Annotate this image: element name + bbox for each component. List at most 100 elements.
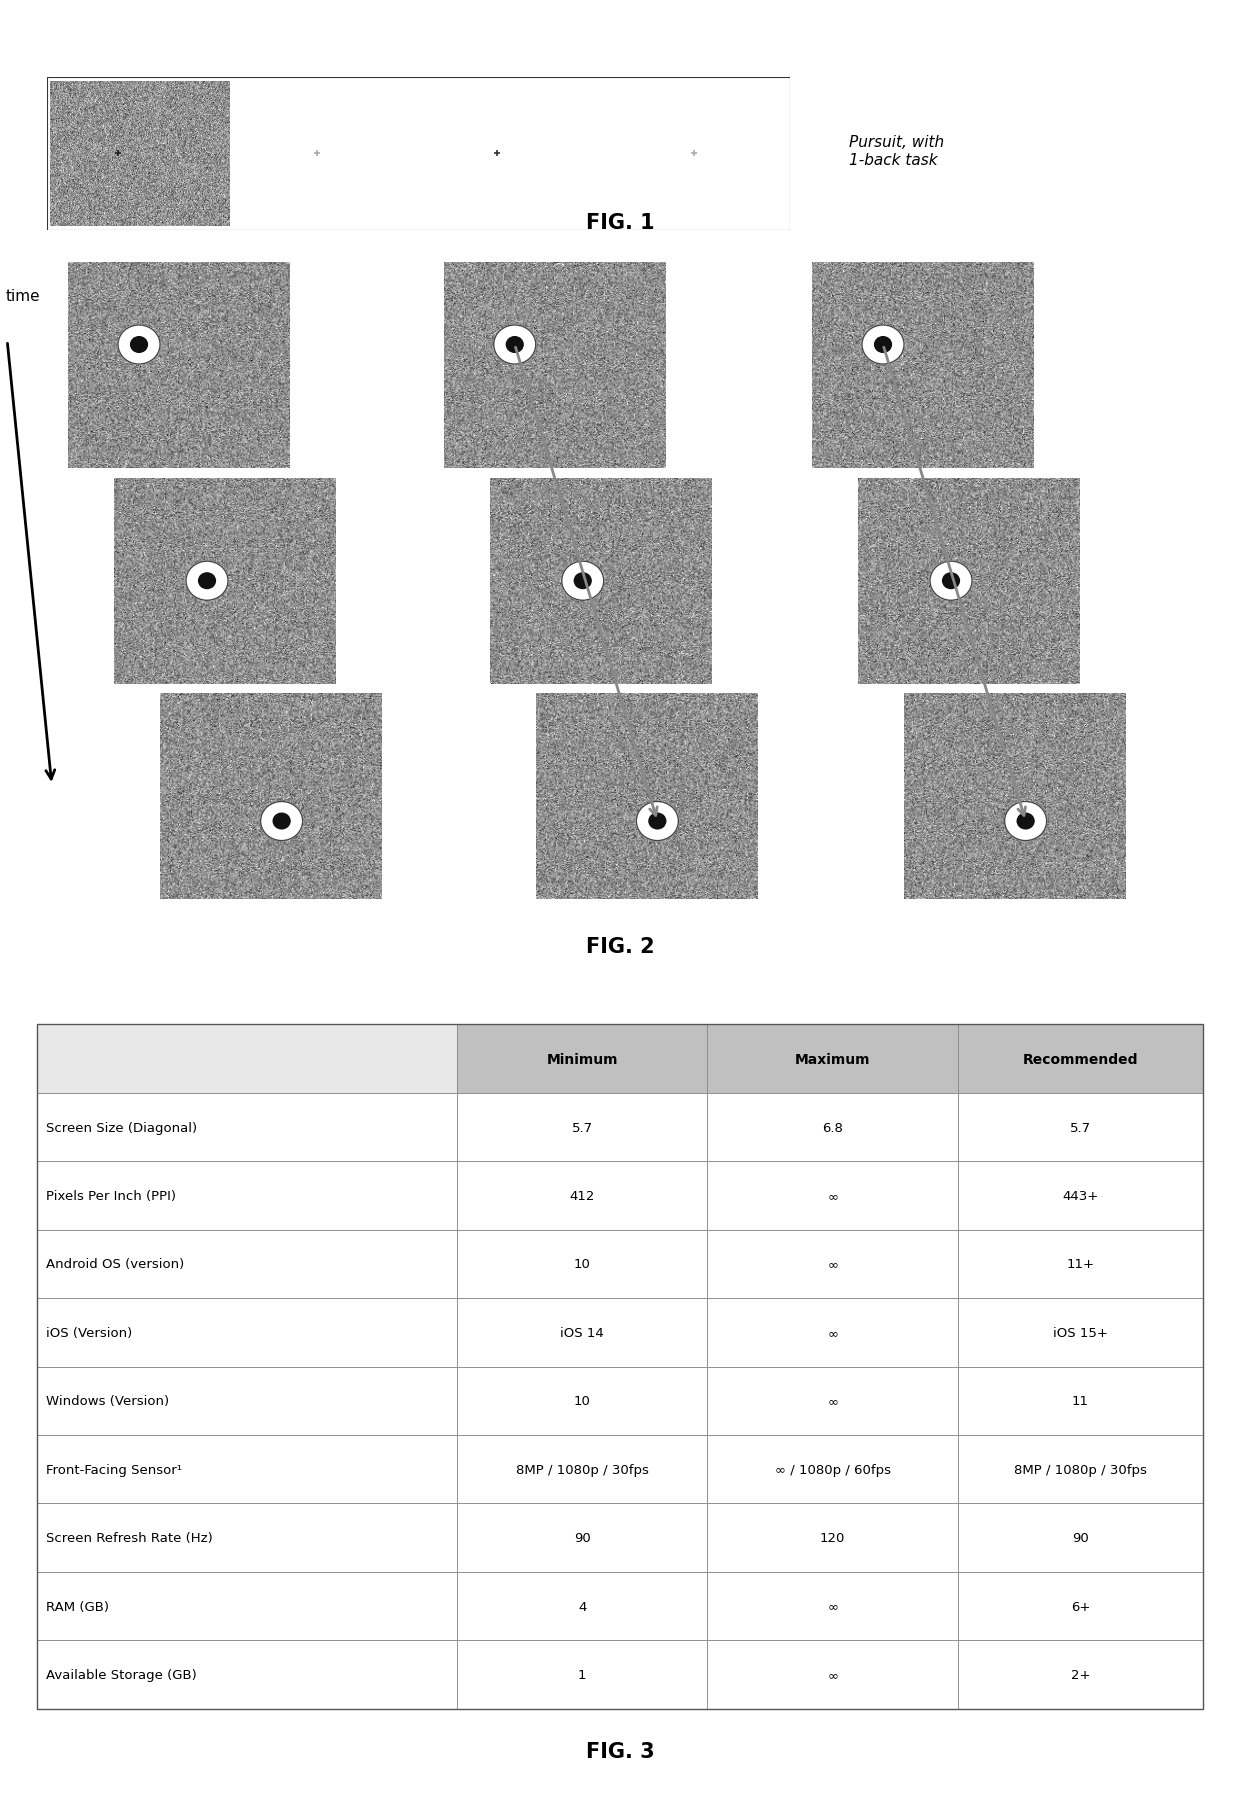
- Text: FIG. 1: FIG. 1: [585, 212, 655, 234]
- Bar: [707, 1161, 959, 1230]
- Bar: [456, 1640, 707, 1709]
- Bar: [456, 1504, 707, 1573]
- Bar: [959, 1435, 1203, 1504]
- Text: 11+: 11+: [1066, 1257, 1095, 1272]
- Bar: [707, 1435, 959, 1504]
- Bar: [707, 1230, 959, 1299]
- Bar: [37, 1640, 456, 1709]
- Circle shape: [942, 573, 960, 590]
- Text: 11: 11: [1071, 1395, 1089, 1408]
- Bar: [959, 1504, 1203, 1573]
- Bar: [37, 1573, 456, 1640]
- Bar: [37, 1299, 456, 1368]
- Text: ∞ / 1080p / 60fps: ∞ / 1080p / 60fps: [775, 1462, 890, 1477]
- Text: Maximum: Maximum: [795, 1052, 870, 1067]
- Bar: [37, 1025, 1203, 1709]
- Circle shape: [930, 562, 972, 600]
- Circle shape: [574, 573, 591, 590]
- Bar: [707, 1504, 959, 1573]
- Text: iOS (Version): iOS (Version): [46, 1326, 133, 1339]
- Text: FIG. 3: FIG. 3: [585, 1741, 655, 1761]
- Text: ∞: ∞: [827, 1669, 838, 1682]
- Bar: [456, 1573, 707, 1640]
- Circle shape: [506, 337, 523, 354]
- Text: Available Storage (GB): Available Storage (GB): [46, 1669, 197, 1682]
- Text: ∞: ∞: [827, 1190, 838, 1203]
- Text: 443+: 443+: [1063, 1190, 1099, 1203]
- Bar: [707, 1640, 959, 1709]
- Circle shape: [198, 573, 216, 590]
- Text: Pursuit, with
1-back task: Pursuit, with 1-back task: [849, 134, 945, 167]
- Bar: [959, 1573, 1203, 1640]
- Bar: [959, 1025, 1203, 1094]
- Bar: [456, 1435, 707, 1504]
- Bar: [37, 1094, 456, 1161]
- Text: FIG. 2: FIG. 2: [585, 936, 655, 958]
- Bar: [37, 1435, 456, 1504]
- Bar: [959, 1640, 1203, 1709]
- Circle shape: [562, 562, 604, 600]
- Circle shape: [260, 802, 303, 842]
- Bar: [707, 1299, 959, 1368]
- Circle shape: [118, 327, 160, 365]
- Bar: [707, 1573, 959, 1640]
- Circle shape: [186, 562, 228, 600]
- Bar: [37, 1368, 456, 1435]
- Bar: [37, 1504, 456, 1573]
- Text: 6+: 6+: [1070, 1600, 1090, 1613]
- Text: ∞: ∞: [827, 1326, 838, 1339]
- Circle shape: [130, 337, 148, 354]
- Bar: [959, 1094, 1203, 1161]
- Text: Recommended: Recommended: [1023, 1052, 1138, 1067]
- Text: time: time: [6, 288, 41, 305]
- Text: Minimum: Minimum: [547, 1052, 618, 1067]
- Text: 1: 1: [578, 1669, 587, 1682]
- Text: 412: 412: [569, 1190, 595, 1203]
- Text: 90: 90: [574, 1531, 590, 1544]
- Text: 8MP / 1080p / 30fps: 8MP / 1080p / 30fps: [1014, 1462, 1147, 1477]
- Text: 10: 10: [574, 1257, 590, 1272]
- Bar: [456, 1025, 707, 1094]
- Text: Windows (Version): Windows (Version): [46, 1395, 169, 1408]
- Text: Android OS (version): Android OS (version): [46, 1257, 184, 1272]
- Text: ∞: ∞: [827, 1257, 838, 1272]
- Bar: [456, 1299, 707, 1368]
- Text: 2+: 2+: [1070, 1669, 1090, 1682]
- Bar: [456, 1161, 707, 1230]
- Text: 120: 120: [820, 1531, 846, 1544]
- Bar: [959, 1161, 1203, 1230]
- Text: ∞: ∞: [827, 1395, 838, 1408]
- Bar: [37, 1025, 456, 1094]
- Text: 5.7: 5.7: [572, 1121, 593, 1134]
- Text: Pixels Per Inch (PPI): Pixels Per Inch (PPI): [46, 1190, 176, 1203]
- Text: iOS 14: iOS 14: [560, 1326, 604, 1339]
- Bar: [707, 1368, 959, 1435]
- Bar: [456, 1368, 707, 1435]
- Circle shape: [862, 327, 904, 365]
- Text: iOS 15+: iOS 15+: [1053, 1326, 1107, 1339]
- Circle shape: [636, 802, 678, 842]
- Text: Screen Refresh Rate (Hz): Screen Refresh Rate (Hz): [46, 1531, 212, 1544]
- Bar: [37, 1230, 456, 1299]
- Circle shape: [273, 814, 290, 829]
- Circle shape: [649, 814, 666, 829]
- Text: 90: 90: [1073, 1531, 1089, 1544]
- Bar: [959, 1299, 1203, 1368]
- Bar: [959, 1368, 1203, 1435]
- Bar: [456, 1094, 707, 1161]
- Text: 8MP / 1080p / 30fps: 8MP / 1080p / 30fps: [516, 1462, 649, 1477]
- Circle shape: [1004, 802, 1047, 842]
- Bar: [959, 1230, 1203, 1299]
- Text: Screen Size (Diagonal): Screen Size (Diagonal): [46, 1121, 197, 1134]
- Circle shape: [494, 327, 536, 365]
- Bar: [707, 1094, 959, 1161]
- Circle shape: [1017, 814, 1034, 829]
- Text: 4: 4: [578, 1600, 587, 1613]
- Text: Front-Facing Sensor¹: Front-Facing Sensor¹: [46, 1462, 182, 1477]
- Text: 5.7: 5.7: [1070, 1121, 1091, 1134]
- Text: ∞: ∞: [827, 1600, 838, 1613]
- Bar: [707, 1025, 959, 1094]
- Text: 6.8: 6.8: [822, 1121, 843, 1134]
- Circle shape: [874, 337, 892, 354]
- Text: 10: 10: [574, 1395, 590, 1408]
